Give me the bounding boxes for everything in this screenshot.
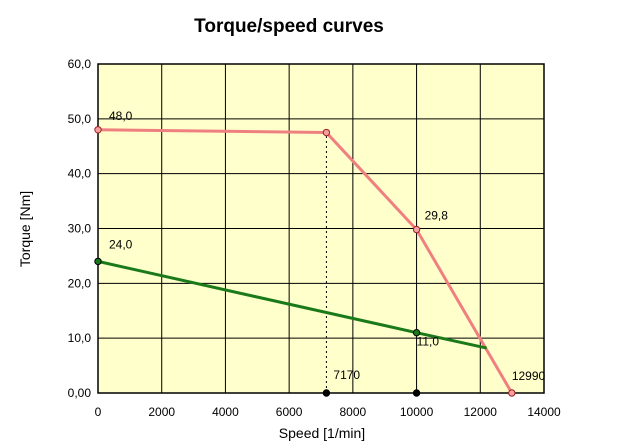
- data-point: [412, 328, 421, 337]
- data-point: [508, 389, 516, 397]
- x-tick-label: 0: [95, 405, 102, 419]
- data-label: 11,0: [417, 335, 440, 349]
- y-tick-label: 60,0: [68, 57, 92, 71]
- x-tick-labels: 0 2000 4000 6000 8000 10000 12000 14000: [95, 405, 561, 419]
- data-label: 7170: [333, 368, 360, 382]
- y-tick-label: 10,0: [68, 331, 92, 345]
- y-tick-label: 20,0: [68, 276, 92, 290]
- data-point: [412, 225, 421, 234]
- data-markers: [94, 126, 516, 397]
- data-label: 24,0: [109, 237, 133, 251]
- y-tick-label: 40,0: [68, 167, 92, 181]
- x-tick-label: 14000: [527, 405, 561, 419]
- x-tick-label: 4000: [212, 405, 239, 419]
- data-point: [94, 126, 102, 134]
- x-tick-label: 6000: [276, 405, 303, 419]
- y-tick-label: 50,0: [68, 112, 92, 126]
- x-tick-label: 10000: [400, 405, 434, 419]
- data-point: [412, 389, 421, 397]
- y-tick-label: 0,00: [68, 386, 92, 400]
- y-tick-labels: 0,00 10,0 20,0 30,0 40,0 50,0 60,0: [68, 57, 92, 400]
- chart-title: Torque/speed curves: [194, 16, 384, 37]
- data-point: [322, 389, 331, 397]
- x-axis-label: Speed [1/min]: [279, 425, 365, 441]
- x-tick-label: 2000: [148, 405, 175, 419]
- x-tick-label: 12000: [464, 405, 498, 419]
- data-label: 12990: [512, 369, 546, 383]
- data-labels: 48,0 29,8 24,0 11,0 7170 12990: [109, 109, 546, 383]
- y-tick-label: 30,0: [68, 222, 92, 236]
- x-tick-label: 8000: [340, 405, 367, 419]
- y-axis-label: Torque [Nm]: [17, 191, 33, 267]
- data-point: [322, 128, 331, 137]
- data-label: 48,0: [109, 109, 133, 123]
- data-label: 29,8: [425, 209, 449, 223]
- peak-torque-line: [97, 128, 514, 394]
- data-point: [94, 257, 102, 266]
